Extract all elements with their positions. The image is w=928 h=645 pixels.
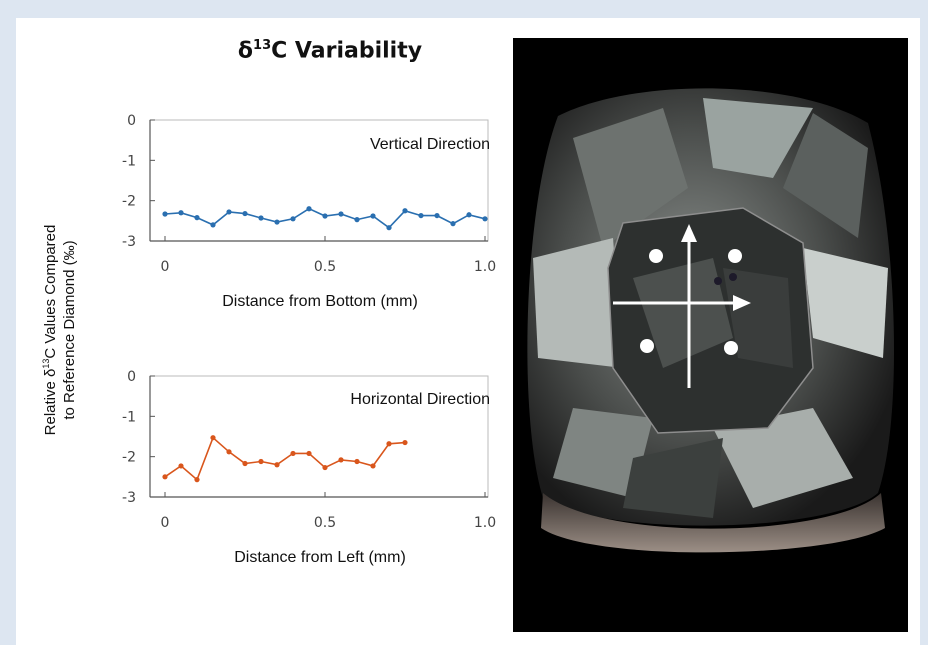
data-point-horizontal [194, 477, 200, 483]
data-point-vertical [226, 209, 232, 215]
series-line-horizontal [164, 436, 406, 482]
data-point-vertical [338, 211, 344, 217]
x-axis-label-horizontal: Distance from Left (mm) [234, 549, 406, 566]
data-point-vertical [194, 215, 200, 221]
y-tick-label: -1 [122, 409, 136, 425]
panel-title-vertical: Vertical Direction [370, 136, 490, 153]
data-point-vertical [306, 206, 312, 212]
data-point-vertical [322, 213, 328, 219]
data-point-vertical [434, 212, 440, 219]
diamond-image [513, 38, 908, 632]
data-point-vertical [482, 216, 488, 222]
x-tick-label: 0.5 [314, 259, 336, 275]
data-point-vertical [418, 212, 424, 219]
y-tick-label: -3 [122, 490, 136, 506]
y-tick-label: 0 [127, 369, 136, 385]
figure-title: δ13C Variability [237, 38, 423, 64]
data-point-vertical [290, 216, 296, 222]
data-point-vertical [370, 213, 376, 219]
data-point-horizontal [402, 439, 408, 446]
data-point-horizontal [162, 474, 168, 480]
data-point-horizontal [226, 449, 232, 455]
data-point-horizontal [210, 435, 216, 441]
data-point-horizontal [258, 458, 264, 465]
data-point-horizontal [322, 464, 328, 471]
data-point-horizontal [306, 450, 312, 457]
x-tick-label: 0 [161, 259, 170, 275]
data-point-vertical [386, 225, 392, 231]
x-axis-label-vertical: Distance from Bottom (mm) [222, 293, 418, 310]
data-point-vertical [162, 211, 168, 217]
y-tick-label: -1 [122, 153, 136, 169]
x-tick-label: 1.0 [474, 515, 496, 531]
data-point-horizontal [290, 450, 296, 457]
y-tick-label: -2 [122, 194, 136, 210]
data-point-horizontal [338, 457, 344, 463]
x-tick-label: 0 [161, 515, 170, 531]
x-tick-label: 0.5 [314, 515, 336, 531]
data-point-vertical [210, 222, 216, 228]
diamond-photo [513, 38, 908, 632]
panel-title-horizontal: Horizontal Direction [350, 391, 490, 408]
data-point-horizontal [274, 462, 280, 468]
x-tick-label: 1.0 [474, 259, 496, 275]
data-point-vertical [450, 221, 456, 227]
data-point-vertical [242, 210, 248, 217]
data-point-horizontal [370, 463, 376, 469]
data-point-vertical [178, 210, 184, 216]
y-tick-label: -2 [122, 450, 136, 466]
data-point-vertical [258, 215, 264, 221]
data-point-vertical [274, 219, 280, 225]
y-tick-label: 0 [127, 113, 136, 129]
y-tick-label: -3 [122, 234, 136, 250]
data-point-horizontal [178, 463, 184, 469]
data-point-vertical [402, 208, 408, 214]
data-point-horizontal [386, 441, 392, 447]
data-point-horizontal [242, 460, 248, 467]
data-point-vertical [466, 212, 472, 218]
data-point-vertical [354, 217, 360, 223]
data-point-horizontal [354, 458, 360, 465]
